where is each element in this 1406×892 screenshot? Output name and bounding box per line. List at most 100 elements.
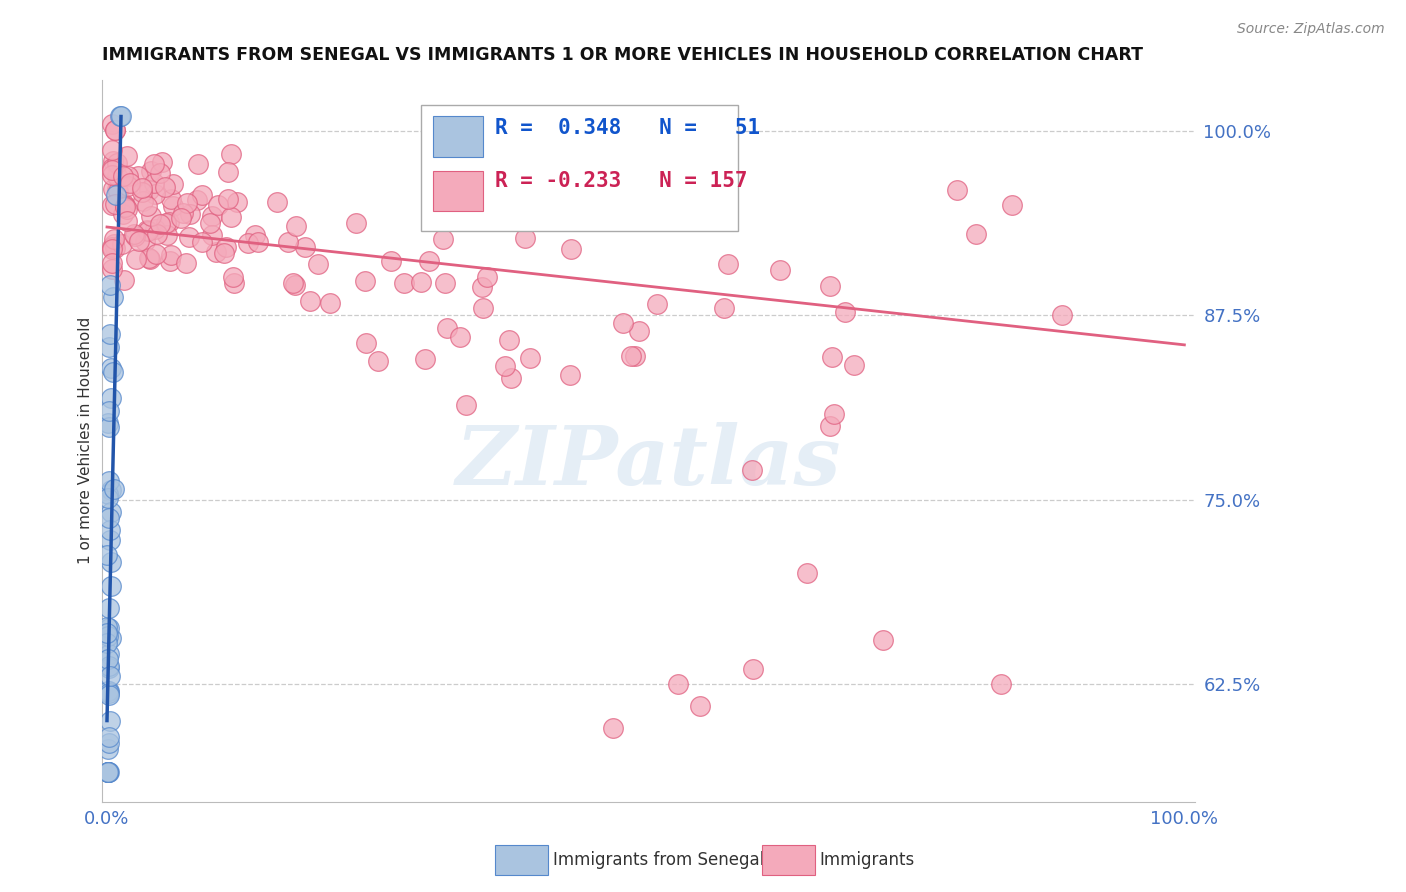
Point xyxy=(380,253,402,268)
Point xyxy=(125,252,148,267)
Point xyxy=(155,216,177,230)
Point xyxy=(98,404,121,418)
Point xyxy=(101,243,124,257)
Point xyxy=(134,235,156,249)
Point xyxy=(98,340,121,354)
Point xyxy=(98,523,121,537)
Point xyxy=(205,244,228,259)
Text: Source: ZipAtlas.com: Source: ZipAtlas.com xyxy=(1237,22,1385,37)
Point xyxy=(221,147,243,161)
Point xyxy=(98,714,121,728)
Point xyxy=(162,177,184,191)
Point xyxy=(101,262,124,277)
Point xyxy=(499,371,522,385)
Point xyxy=(243,227,266,242)
Point xyxy=(111,207,134,221)
Point xyxy=(143,186,166,201)
Point xyxy=(277,235,299,249)
Point xyxy=(98,668,121,682)
Point xyxy=(101,143,124,157)
Point xyxy=(283,277,305,292)
Point xyxy=(96,620,118,634)
Point xyxy=(97,621,120,635)
Point xyxy=(104,241,127,255)
Point xyxy=(103,231,125,245)
Point xyxy=(149,166,172,180)
Point xyxy=(186,193,208,207)
Point xyxy=(138,183,160,197)
Point xyxy=(103,181,125,195)
Point xyxy=(97,765,120,780)
Point xyxy=(103,153,125,168)
Point xyxy=(266,195,288,210)
Point xyxy=(170,211,193,225)
Point xyxy=(103,365,125,379)
Point xyxy=(432,232,454,246)
Point xyxy=(96,625,118,640)
Point xyxy=(318,296,340,310)
Point xyxy=(645,297,668,311)
Point xyxy=(236,236,259,251)
Point xyxy=(367,354,389,368)
Point xyxy=(602,721,624,735)
Point xyxy=(1000,198,1022,212)
Point xyxy=(298,294,321,309)
Point xyxy=(97,684,120,698)
Point xyxy=(356,335,378,350)
Point xyxy=(717,257,740,271)
Point xyxy=(97,420,120,434)
Point xyxy=(666,677,689,691)
Point xyxy=(100,392,122,406)
Point xyxy=(100,361,122,376)
Point xyxy=(946,183,969,197)
Point xyxy=(117,169,139,184)
Point xyxy=(127,169,149,183)
Point xyxy=(98,327,121,342)
Point xyxy=(769,262,792,277)
Point xyxy=(177,229,200,244)
Point xyxy=(150,155,173,169)
Point xyxy=(97,416,120,430)
Point xyxy=(98,730,121,744)
Point xyxy=(110,110,132,124)
Point xyxy=(143,222,166,236)
Point xyxy=(97,487,120,501)
Point xyxy=(148,217,170,231)
Point xyxy=(112,197,135,211)
Point xyxy=(222,270,245,285)
Point xyxy=(100,631,122,645)
Point xyxy=(114,200,136,214)
Point xyxy=(513,231,536,245)
Point xyxy=(108,110,131,124)
Point xyxy=(96,635,118,649)
Point xyxy=(818,418,841,433)
Point xyxy=(796,566,818,581)
Point xyxy=(105,169,128,184)
Text: Immigrants: Immigrants xyxy=(820,851,915,869)
Point xyxy=(224,276,246,290)
Point xyxy=(498,333,520,347)
Point xyxy=(560,242,582,256)
Point xyxy=(136,223,159,237)
Point xyxy=(141,209,163,223)
Point xyxy=(105,182,128,196)
Point xyxy=(98,683,121,698)
Point xyxy=(160,192,183,206)
Point xyxy=(191,188,214,202)
Point xyxy=(394,276,416,290)
Point xyxy=(120,176,142,190)
Point xyxy=(100,555,122,569)
Point xyxy=(104,123,127,137)
Point xyxy=(98,600,121,615)
Point xyxy=(519,351,541,366)
Point xyxy=(689,698,711,713)
Point xyxy=(176,196,198,211)
Point xyxy=(142,157,165,171)
Point xyxy=(965,227,987,242)
Point xyxy=(105,188,128,202)
Point xyxy=(294,240,316,254)
Point xyxy=(97,648,120,662)
Point xyxy=(96,548,118,562)
Text: R = -0.233   N = 157: R = -0.233 N = 157 xyxy=(495,171,748,192)
Point xyxy=(191,235,214,249)
